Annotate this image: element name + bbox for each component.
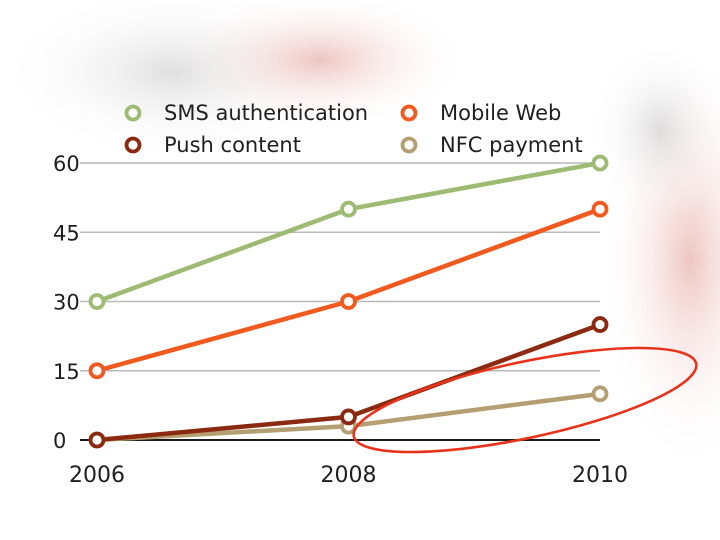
legend-marker [400, 136, 418, 154]
y-tick-label: 60 [53, 152, 80, 176]
data-point [591, 385, 609, 403]
legend-marker [400, 104, 418, 122]
y-tick-label: 15 [53, 360, 80, 384]
data-point [88, 293, 106, 310]
data-point [88, 362, 106, 380]
x-tick-label: 2008 [321, 463, 377, 488]
legend-marker [124, 136, 142, 154]
y-tick-label: 30 [53, 291, 80, 315]
y-tick-label: 45 [53, 221, 80, 245]
legend-label: Push content [164, 133, 301, 157]
data-point [591, 200, 609, 218]
data-point [340, 408, 357, 426]
annotation-ellipse [352, 346, 698, 454]
x-tick-label: 2010 [572, 463, 628, 488]
legend-label: SMS authentication [164, 101, 368, 125]
data-point [591, 154, 609, 172]
legend-label: NFC payment [440, 133, 583, 157]
data-point [340, 293, 357, 310]
x-tick-label: 2006 [69, 463, 125, 488]
y-tick-label: 0 [53, 429, 66, 453]
data-point [340, 200, 357, 218]
data-point [591, 316, 609, 333]
data-point [88, 431, 106, 449]
legend-marker [124, 104, 142, 122]
legend-label: Mobile Web [440, 101, 561, 125]
highlight-ellipse [352, 346, 698, 454]
